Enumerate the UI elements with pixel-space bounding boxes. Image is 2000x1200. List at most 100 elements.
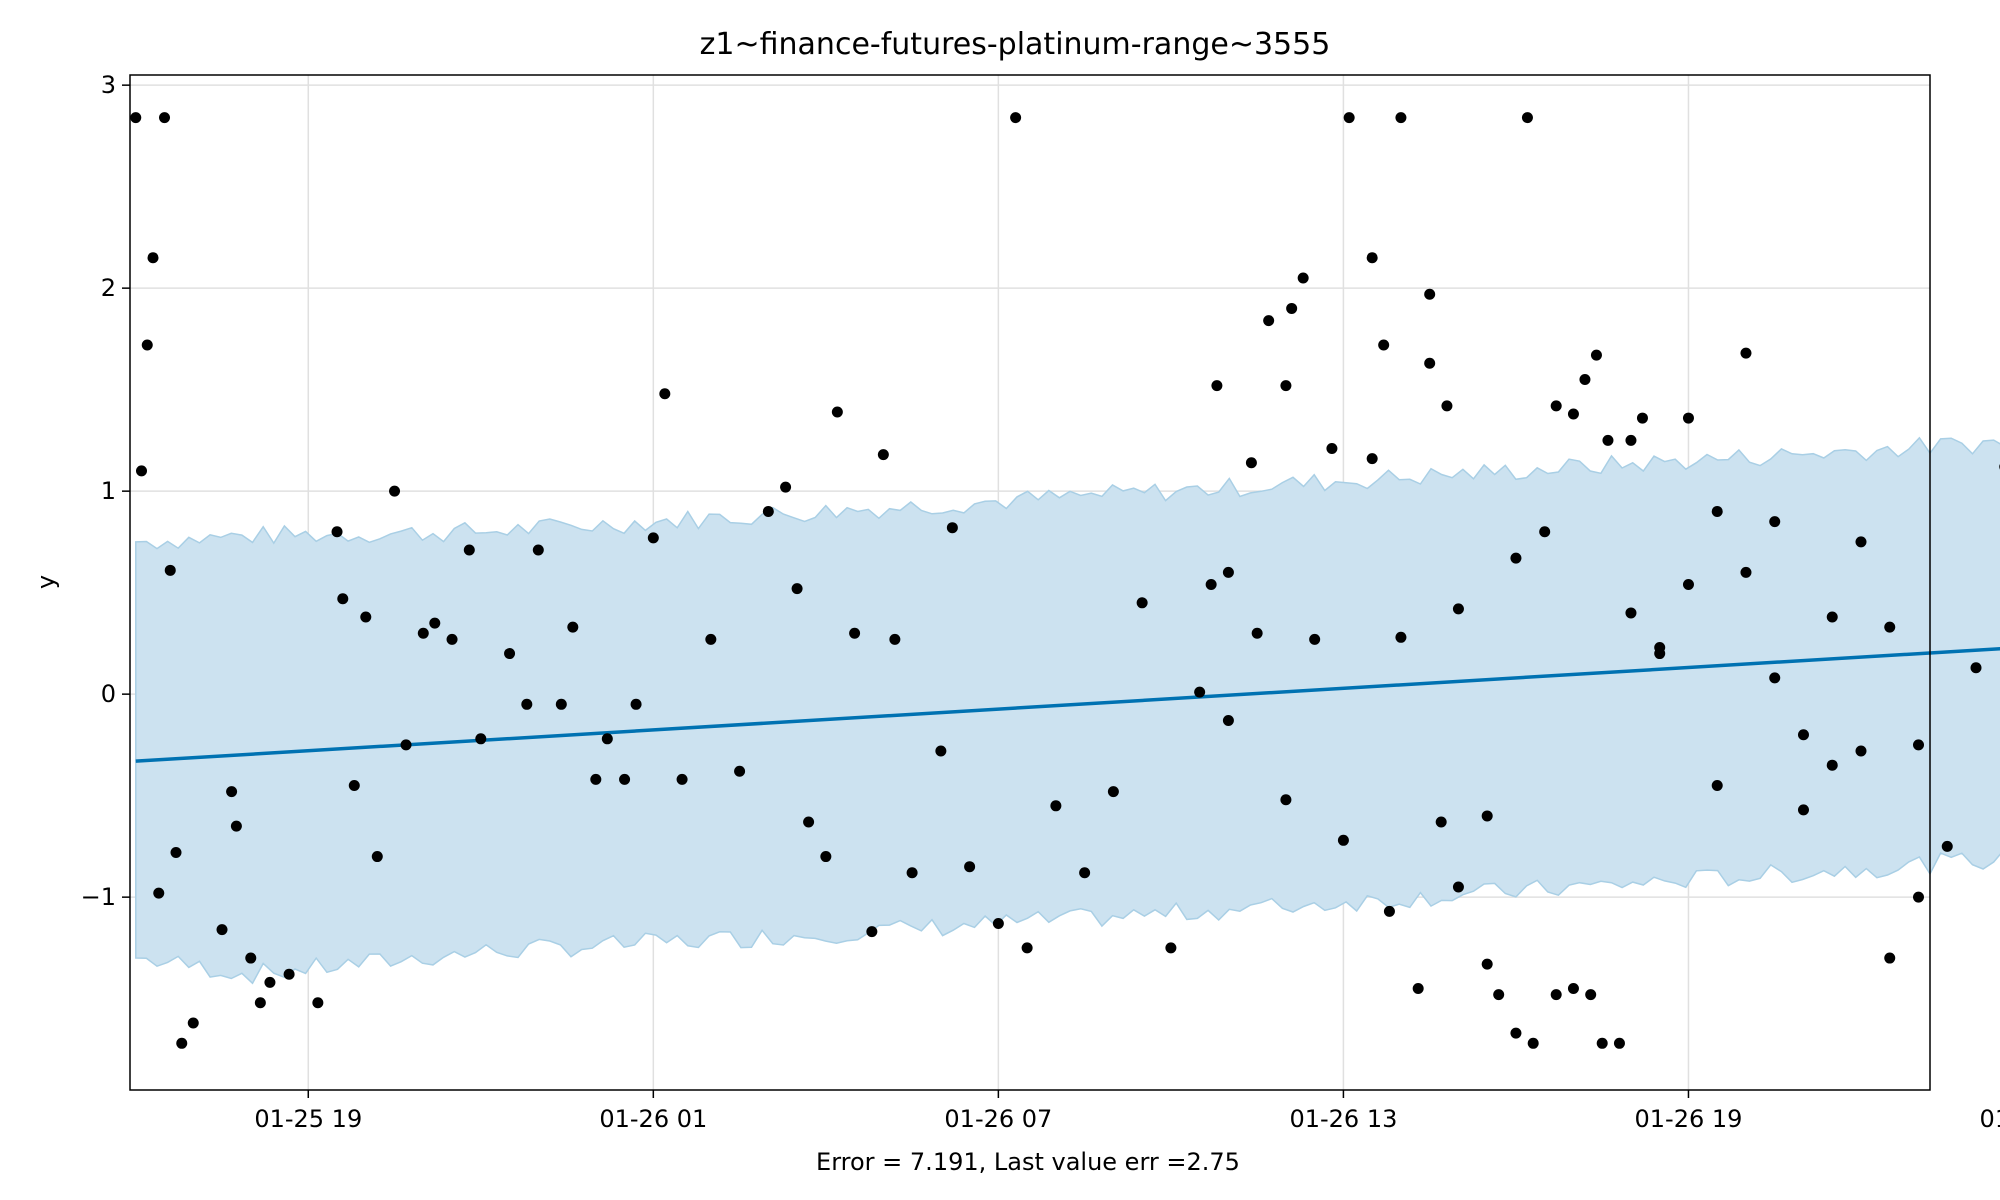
observed-point xyxy=(187,1017,199,1029)
observed-point xyxy=(849,627,861,639)
trend-line-group xyxy=(135,646,2000,763)
observed-point xyxy=(1395,112,1407,124)
observed-point xyxy=(1435,816,1447,828)
observed-point xyxy=(446,633,458,645)
x-tick-label: 01-26 19 xyxy=(1635,1105,1743,1133)
observed-point xyxy=(1510,1027,1522,1039)
x-tick-label: 01-26 07 xyxy=(944,1105,1052,1133)
observed-point xyxy=(791,583,803,595)
observed-point xyxy=(1245,457,1257,469)
x-tick-label: 01-26 13 xyxy=(1289,1105,1397,1133)
y-axis-label: y xyxy=(32,575,60,589)
x-tick-label: 01-27 01 xyxy=(1980,1105,2000,1133)
x-tick-label: 01-26 01 xyxy=(599,1105,707,1133)
observed-point xyxy=(1613,1037,1625,1049)
observed-point xyxy=(676,773,688,785)
observed-point xyxy=(1050,800,1062,812)
observed-point xyxy=(964,861,976,873)
observed-point xyxy=(1452,881,1464,893)
observed-point xyxy=(504,648,516,660)
observed-point xyxy=(1797,804,1809,816)
observed-point xyxy=(866,926,878,938)
observed-point xyxy=(1625,607,1637,619)
observed-point xyxy=(831,406,843,418)
observed-point xyxy=(400,739,412,751)
observed-point xyxy=(1366,453,1378,465)
observed-point xyxy=(417,627,429,639)
observed-point xyxy=(762,505,774,517)
observed-point xyxy=(1136,597,1148,609)
observed-point xyxy=(1567,983,1579,994)
observed-point xyxy=(254,997,266,1009)
observed-point xyxy=(1326,443,1338,455)
observed-point xyxy=(1711,780,1723,791)
observed-point xyxy=(1337,834,1349,846)
x-axis: 01-25 19 01-26 01 01-26 07 01-26 13 01-26 19… xyxy=(254,1090,2000,1133)
observed-point xyxy=(1884,952,1896,964)
observed-point xyxy=(1251,627,1263,639)
observed-point xyxy=(1194,686,1206,698)
observed-point xyxy=(170,846,182,858)
observed-point xyxy=(1527,1037,1539,1049)
interval-area xyxy=(135,436,2000,985)
x-axis-label: Error = 7.191, Last value err =2.75 xyxy=(816,1148,1240,1176)
observed-point xyxy=(619,773,631,785)
observed-point xyxy=(1481,958,1493,970)
observed-point xyxy=(141,339,153,351)
observed-point xyxy=(1211,380,1223,392)
observed-point xyxy=(1884,621,1896,633)
observed-point xyxy=(521,698,533,710)
observed-point xyxy=(820,851,832,863)
observed-point xyxy=(1424,357,1436,369)
observed-point xyxy=(877,449,889,461)
y-tick-label: −1 xyxy=(81,883,116,911)
observed-point xyxy=(1286,302,1298,314)
observed-point xyxy=(312,997,324,1009)
observed-point xyxy=(337,593,349,605)
observed-point xyxy=(264,976,276,988)
observed-point xyxy=(659,388,671,400)
observed-point xyxy=(147,252,159,264)
observed-point xyxy=(159,112,171,124)
observed-point xyxy=(992,918,1004,930)
y-tick-label: 3 xyxy=(101,71,116,99)
observed-point xyxy=(1378,339,1390,351)
observed-point xyxy=(1740,566,1752,578)
observed-point xyxy=(226,786,238,798)
observed-point xyxy=(647,532,659,544)
observed-point xyxy=(245,952,257,964)
observed-point xyxy=(889,633,901,645)
observed-point xyxy=(1602,434,1614,446)
observed-point xyxy=(216,924,228,936)
observed-point xyxy=(1205,579,1217,591)
uncertainty-band xyxy=(135,436,2000,985)
x-tick-label: 01-25 19 xyxy=(254,1105,362,1133)
observed-point xyxy=(1912,891,1924,903)
observed-point xyxy=(136,465,148,477)
observed-point xyxy=(1797,729,1809,741)
observed-point xyxy=(567,621,579,633)
observed-point xyxy=(1585,989,1597,1001)
observed-point xyxy=(164,564,176,576)
observed-point xyxy=(1682,412,1694,424)
observed-point xyxy=(1521,112,1533,124)
observed-point xyxy=(429,617,441,629)
observed-point xyxy=(1343,112,1355,124)
observed-point xyxy=(1579,374,1591,385)
observed-point xyxy=(1740,347,1752,359)
observed-point xyxy=(1510,552,1522,564)
observed-point xyxy=(1539,526,1551,538)
observed-point xyxy=(1079,867,1091,879)
observed-point xyxy=(780,481,792,493)
observed-point xyxy=(1654,648,1666,660)
observed-point xyxy=(1493,989,1505,1001)
observed-point xyxy=(803,816,815,828)
observed-point xyxy=(463,544,475,556)
observed-point xyxy=(475,733,487,745)
observed-point xyxy=(389,485,401,497)
observed-point xyxy=(946,522,958,534)
observed-point xyxy=(1280,794,1292,806)
observed-point xyxy=(1383,905,1395,917)
observed-point xyxy=(1441,400,1453,412)
